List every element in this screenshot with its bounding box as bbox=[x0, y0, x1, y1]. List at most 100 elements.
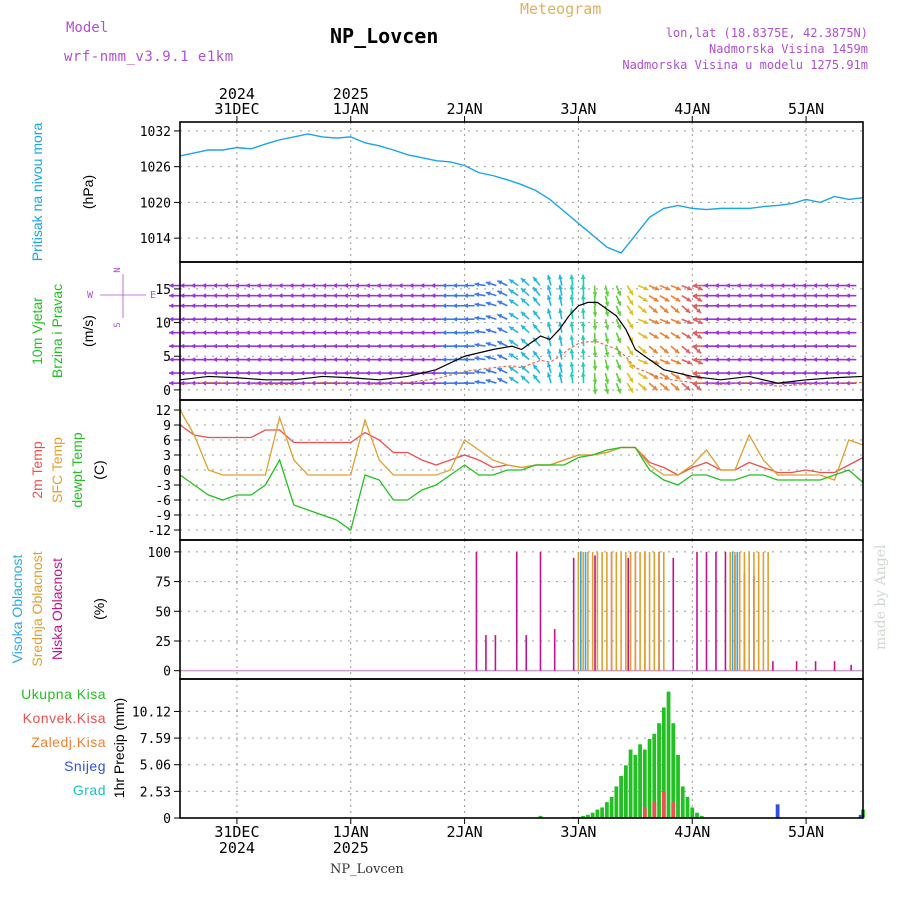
bottom-day-label: 31DEC bbox=[214, 823, 259, 841]
wind-arrow-head bbox=[441, 316, 447, 322]
wind-arrow-head bbox=[790, 330, 796, 336]
wind-arrow-head bbox=[674, 348, 680, 354]
wind-arrow-head bbox=[343, 357, 348, 363]
wind-arrow-head bbox=[779, 370, 785, 376]
wind-arrow-head bbox=[179, 370, 185, 376]
wind-arrow-head bbox=[278, 283, 283, 288]
wind-arrow-head bbox=[201, 357, 207, 363]
wind-arrow-head bbox=[179, 283, 185, 288]
wind-arrow-head bbox=[419, 343, 425, 349]
top-year-label: 2025 bbox=[333, 85, 369, 103]
precip-bar bbox=[652, 802, 657, 818]
wind-arrow-head bbox=[497, 290, 503, 295]
wind-arrow-head bbox=[533, 287, 538, 293]
wind-arrow-head bbox=[441, 303, 447, 309]
wind-arrow-head bbox=[256, 303, 261, 309]
page-title: NP_Lovcen bbox=[330, 24, 439, 48]
wind-arrow-head bbox=[441, 357, 447, 363]
wind-arrow-head bbox=[169, 303, 174, 309]
wind-arrow-head bbox=[354, 330, 359, 336]
ytick-label: 7.59 bbox=[140, 732, 171, 747]
ytick-label: 50 bbox=[155, 605, 171, 620]
top-day-label: 5JAN bbox=[788, 100, 824, 118]
wind-arrow-head bbox=[642, 334, 648, 339]
precip-bar bbox=[609, 796, 614, 818]
wind-arrow-head bbox=[474, 282, 480, 287]
wind-arrow-head bbox=[509, 326, 515, 331]
wind-arrow-head bbox=[823, 330, 828, 336]
precip-bar bbox=[676, 754, 680, 818]
wind-arrow-head bbox=[179, 303, 185, 309]
wind-arrow-head bbox=[245, 293, 250, 299]
wind-arrow-head bbox=[604, 378, 610, 384]
precip-bar bbox=[647, 739, 652, 818]
wind-arrow-head bbox=[521, 288, 526, 293]
wind-arrow-head bbox=[779, 303, 785, 309]
wind-arrow-head bbox=[616, 388, 622, 394]
wind-arrow-head bbox=[223, 316, 228, 322]
wind-arrow-head bbox=[801, 283, 807, 288]
wind-arrow-head bbox=[408, 370, 414, 376]
wind-arrow-head bbox=[692, 357, 698, 363]
wind-arrow-head bbox=[823, 283, 828, 288]
precip-legend-item: Ukupna Kisa bbox=[21, 686, 106, 702]
wind-arrow-head bbox=[812, 357, 818, 363]
wind-arrow-head bbox=[419, 316, 425, 322]
wind-arrow-head bbox=[696, 348, 702, 354]
wind-arrow-head bbox=[463, 303, 468, 309]
wind-arrow-head bbox=[801, 330, 807, 336]
wind-arrow-head bbox=[834, 330, 839, 336]
wind-arrow-head bbox=[267, 293, 272, 299]
wind-arrow-head bbox=[343, 316, 348, 322]
wind-arrow-head bbox=[736, 293, 741, 299]
wind-arrow-head bbox=[509, 289, 515, 294]
wind-arrow-head bbox=[703, 303, 708, 309]
wind-arrow-head bbox=[332, 357, 338, 363]
wind-arrow-head bbox=[697, 334, 703, 339]
wind-arrow-head bbox=[747, 293, 752, 299]
precip-bar bbox=[604, 802, 609, 818]
wind-arrow-head bbox=[725, 316, 730, 322]
model-name: wrf-nmm_v3.9.1 e1km bbox=[64, 49, 234, 65]
wind-arrow-head bbox=[823, 370, 828, 376]
wind-arrow-head bbox=[365, 343, 370, 349]
wind-arrow-head bbox=[641, 348, 647, 354]
panel-precip: 0 2.53 5.06 7.59 10.12 bbox=[132, 679, 863, 827]
wind-arrow-head bbox=[664, 374, 670, 379]
wind-arrow-head bbox=[365, 293, 370, 299]
wind-arrow-head bbox=[376, 330, 381, 336]
wind-arrow-head bbox=[812, 380, 818, 386]
wind-arrow-head bbox=[604, 301, 610, 307]
wind-arrow-head bbox=[497, 378, 503, 383]
wind-arrow-head bbox=[845, 380, 850, 386]
precip-bar bbox=[661, 707, 666, 818]
wind-arrow-head bbox=[169, 370, 174, 376]
wind-arrow-head bbox=[387, 330, 392, 336]
wind-arrow-head bbox=[245, 370, 250, 376]
wind-arrow-head bbox=[714, 370, 719, 376]
wind-arrow-head bbox=[692, 343, 698, 349]
wind-arrow-head bbox=[245, 343, 250, 349]
wind-arrow-head bbox=[376, 357, 381, 363]
wind-arrow-head bbox=[430, 293, 436, 299]
wind-arrow-head bbox=[642, 297, 648, 302]
wind-arrow-head bbox=[558, 348, 563, 354]
wind-arrow-head bbox=[332, 343, 338, 349]
wind-arrow-head bbox=[201, 330, 207, 336]
wind-arrow-head bbox=[747, 343, 752, 349]
precip-bar bbox=[666, 691, 671, 818]
ytick-label: 0 bbox=[163, 384, 171, 399]
wind-arrow-head bbox=[592, 352, 598, 358]
wind-arrow-head bbox=[580, 362, 586, 367]
wind-arrow-head bbox=[845, 370, 850, 376]
wind-arrow-head bbox=[474, 292, 480, 298]
ytick-label: 25 bbox=[155, 635, 171, 650]
panel-cloud: 0 25 50 75 100 bbox=[148, 540, 863, 680]
wind-arrow-head bbox=[321, 370, 327, 376]
wind-arrow-head bbox=[365, 357, 370, 363]
wind-arrow-head bbox=[663, 308, 669, 313]
pressure-unit: (hPa) bbox=[80, 175, 96, 209]
ytick-label: 0 bbox=[163, 812, 171, 827]
wind-arrow-head bbox=[169, 330, 174, 336]
wind-arrow-head bbox=[234, 370, 239, 376]
